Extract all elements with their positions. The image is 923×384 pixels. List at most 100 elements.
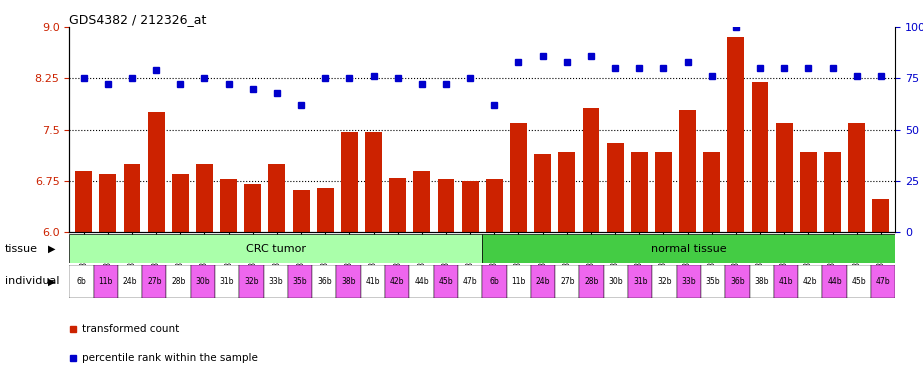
Text: 38b: 38b [342, 277, 356, 286]
Bar [76, 171, 92, 232]
Bar [215, 265, 239, 298]
Text: 6b: 6b [489, 277, 499, 286]
Text: 45b: 45b [852, 277, 866, 286]
Bar [166, 265, 191, 298]
Bar [677, 265, 701, 298]
Bar [703, 152, 720, 232]
Bar [655, 152, 672, 232]
Text: 33b: 33b [681, 277, 696, 286]
Text: 31b: 31b [220, 277, 234, 286]
Bar [118, 265, 142, 298]
Bar [872, 199, 889, 232]
Text: 28b: 28b [584, 277, 599, 286]
Bar [800, 152, 817, 232]
Text: 44b: 44b [414, 277, 429, 286]
Bar [458, 265, 482, 298]
Text: 38b: 38b [754, 277, 769, 286]
Text: 11b: 11b [99, 277, 113, 286]
Text: percentile rank within the sample: percentile rank within the sample [82, 353, 258, 363]
Bar [679, 111, 696, 232]
Text: 42b: 42b [390, 277, 404, 286]
Bar [510, 123, 527, 232]
Bar [558, 152, 575, 232]
Text: 31b: 31b [633, 277, 647, 286]
Bar [582, 108, 599, 232]
Text: 24b: 24b [535, 277, 550, 286]
Text: 45b: 45b [438, 277, 453, 286]
Bar [124, 164, 140, 232]
Bar [221, 179, 237, 232]
Text: 41b: 41b [779, 277, 793, 286]
Bar [534, 154, 551, 232]
Bar [555, 265, 580, 298]
Text: 6b: 6b [77, 277, 86, 286]
Bar [604, 265, 628, 298]
Text: 30b: 30b [196, 277, 210, 286]
Bar [337, 265, 361, 298]
Bar [385, 265, 410, 298]
Bar [69, 265, 93, 298]
Bar [288, 265, 312, 298]
Text: ▶: ▶ [48, 243, 55, 254]
Bar [725, 265, 749, 298]
Bar [69, 234, 482, 263]
Text: GDS4382 / 212326_at: GDS4382 / 212326_at [69, 13, 207, 26]
Bar [798, 265, 822, 298]
Bar [606, 143, 624, 232]
Text: 27b: 27b [560, 277, 574, 286]
Text: ▶: ▶ [48, 276, 55, 286]
Bar [727, 37, 744, 232]
Bar [846, 265, 871, 298]
Bar [580, 265, 604, 298]
Text: 33b: 33b [269, 277, 283, 286]
Text: 47b: 47b [876, 277, 891, 286]
Bar [438, 179, 454, 232]
Bar [361, 265, 385, 298]
Bar [148, 113, 164, 232]
Text: 30b: 30b [608, 277, 623, 286]
Bar [245, 184, 261, 232]
Text: transformed count: transformed count [82, 324, 180, 334]
Bar [410, 265, 434, 298]
Bar [531, 265, 555, 298]
Bar [142, 265, 166, 298]
Text: 36b: 36b [317, 277, 331, 286]
Bar [628, 265, 653, 298]
Bar [751, 82, 769, 232]
Bar [775, 123, 793, 232]
Bar [317, 188, 334, 232]
Text: 44b: 44b [827, 277, 842, 286]
Bar [366, 132, 382, 232]
Bar [824, 152, 841, 232]
Text: 35b: 35b [706, 277, 720, 286]
Bar [653, 265, 677, 298]
Text: 27b: 27b [147, 277, 162, 286]
Bar [100, 174, 116, 232]
Text: normal tissue: normal tissue [651, 243, 726, 254]
Text: 32b: 32b [245, 277, 258, 286]
Bar [701, 265, 725, 298]
Bar [630, 152, 648, 232]
Text: 32b: 32b [657, 277, 672, 286]
Bar [485, 179, 503, 232]
Text: CRC tumor: CRC tumor [246, 243, 306, 254]
Bar [773, 265, 798, 298]
Bar [462, 181, 479, 232]
Bar [482, 234, 895, 263]
Bar [507, 265, 531, 298]
Bar [434, 265, 458, 298]
Text: 36b: 36b [730, 277, 745, 286]
Text: 24b: 24b [123, 277, 138, 286]
Text: tissue: tissue [5, 243, 38, 254]
Text: 47b: 47b [462, 277, 477, 286]
Bar [312, 265, 337, 298]
Bar [93, 265, 118, 298]
Bar [269, 164, 285, 232]
Bar [848, 123, 865, 232]
Text: 35b: 35b [293, 277, 307, 286]
Bar [196, 164, 213, 232]
Bar [341, 132, 358, 232]
Text: 11b: 11b [511, 277, 526, 286]
Bar [390, 177, 406, 232]
Bar [239, 265, 264, 298]
